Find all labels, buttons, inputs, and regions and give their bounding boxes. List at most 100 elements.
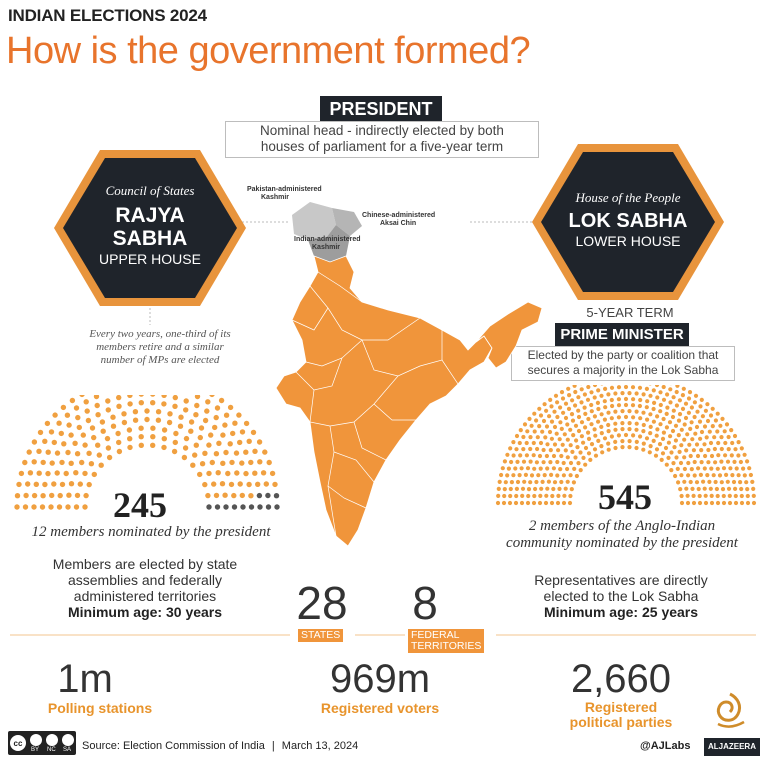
- seat: [609, 434, 614, 439]
- seat: [237, 439, 243, 446]
- seat: [669, 450, 674, 455]
- seat: [68, 460, 74, 466]
- seat: [676, 433, 681, 438]
- seat: [729, 453, 734, 458]
- seat: [228, 481, 235, 488]
- seat: [706, 460, 711, 465]
- seat: [575, 445, 580, 450]
- seat: [616, 385, 622, 390]
- seat: [583, 462, 588, 467]
- seat: [651, 438, 656, 443]
- seat: [528, 480, 533, 485]
- seat: [49, 460, 55, 466]
- seat: [697, 493, 702, 499]
- nominated-seat: [274, 504, 280, 510]
- seat: [680, 393, 685, 398]
- seat: [262, 449, 268, 455]
- seat: [183, 407, 189, 413]
- seat: [115, 430, 121, 437]
- seat: [215, 470, 221, 476]
- seat: [708, 486, 713, 491]
- seat: [194, 395, 201, 400]
- president-desc-line1: Nominal head - indirectly elected by bot…: [260, 123, 504, 138]
- seat: [678, 487, 683, 492]
- seat: [692, 473, 697, 478]
- seat: [116, 448, 123, 455]
- seat: [495, 500, 501, 506]
- seat: [14, 504, 20, 510]
- seat: [82, 504, 88, 510]
- seat: [513, 466, 518, 471]
- nominated-seat: [273, 493, 280, 499]
- seat: [616, 433, 621, 438]
- seat: [719, 446, 724, 452]
- seat: [653, 453, 659, 458]
- seat: [219, 481, 226, 487]
- rajya-house: UPPER HOUSE: [99, 251, 201, 267]
- seat: [570, 398, 575, 403]
- seat: [514, 433, 520, 439]
- seat: [634, 439, 639, 444]
- seat: [705, 473, 710, 478]
- seat: [679, 427, 684, 432]
- seat: [571, 480, 576, 485]
- seat: [556, 448, 561, 453]
- seat: [670, 414, 676, 420]
- seat: [545, 442, 550, 447]
- seat: [182, 445, 189, 451]
- seat: [705, 402, 710, 407]
- seat: [161, 444, 167, 451]
- seat: [745, 500, 751, 506]
- seat: [525, 500, 531, 506]
- seat: [665, 392, 670, 397]
- seat: [641, 410, 646, 415]
- seat: [609, 397, 614, 403]
- seat: [644, 386, 649, 391]
- seat: [573, 455, 578, 460]
- seat: [110, 414, 116, 420]
- seat: [606, 392, 611, 397]
- seat: [602, 417, 607, 422]
- seat: [40, 459, 46, 466]
- seat: [620, 391, 625, 396]
- seat: [627, 427, 632, 432]
- seat: [569, 412, 575, 417]
- seat: [560, 442, 565, 447]
- seat: [609, 385, 615, 390]
- seat: [630, 403, 636, 408]
- seat: [675, 466, 680, 471]
- seat: [589, 390, 594, 395]
- seat: [595, 400, 600, 405]
- seat: [745, 459, 750, 464]
- nominated-seat: [265, 492, 271, 499]
- seat: [51, 439, 57, 446]
- seat: [193, 442, 199, 448]
- seat: [623, 402, 629, 408]
- seat: [89, 425, 96, 431]
- seat: [714, 486, 719, 492]
- seat: [31, 459, 37, 465]
- seat: [528, 459, 533, 464]
- seat: [620, 421, 625, 426]
- seat: [606, 441, 611, 446]
- lok-term: 5-YEAR TERM: [586, 305, 674, 320]
- seat: [197, 434, 203, 441]
- seat: [497, 479, 502, 484]
- seat: [48, 429, 55, 435]
- seat: [634, 391, 639, 396]
- seat: [209, 395, 215, 398]
- seat: [725, 459, 731, 464]
- seat: [582, 405, 587, 410]
- seat: [583, 411, 588, 416]
- seat: [713, 479, 718, 485]
- seat: [98, 462, 104, 468]
- seat: [637, 403, 642, 409]
- lok-name: LOK SABHA: [568, 210, 688, 232]
- pm-desc-line2: secures a majority in the Lok Sabha: [527, 363, 719, 377]
- seat: [536, 473, 541, 478]
- seat: [39, 504, 46, 510]
- seat: [638, 434, 643, 439]
- seat: [22, 459, 28, 466]
- seat: [699, 429, 705, 435]
- seat: [648, 424, 653, 429]
